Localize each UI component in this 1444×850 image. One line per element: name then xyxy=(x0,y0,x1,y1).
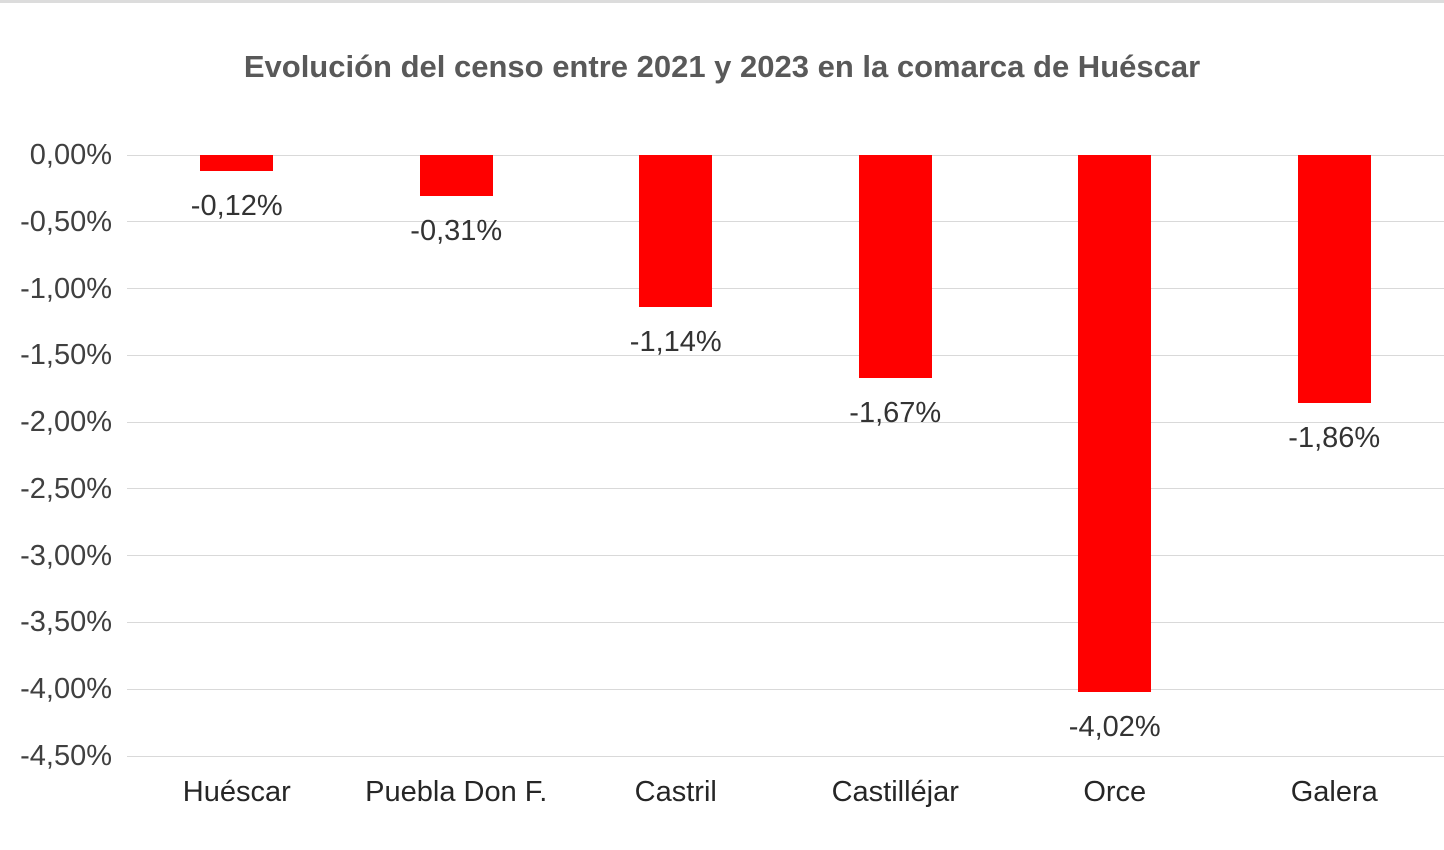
y-axis-tick-label: -2,50% xyxy=(20,472,112,505)
chart-title: Evolución del censo entre 2021 y 2023 en… xyxy=(243,49,1201,84)
bar-value-label: -1,86% xyxy=(1288,422,1381,455)
bar-value-label: -0,12% xyxy=(190,190,283,223)
bar-puebla-don-f- xyxy=(419,155,493,197)
gridline xyxy=(127,154,1444,156)
y-axis-tick-label: -0,50% xyxy=(20,205,112,238)
gridline xyxy=(127,221,1444,223)
y-axis-tick-label: -2,00% xyxy=(20,406,112,439)
category-label: Castril xyxy=(634,776,717,808)
category-label: Huéscar xyxy=(182,776,291,808)
gridline xyxy=(127,621,1444,623)
category-label: Galera xyxy=(1290,776,1378,808)
category-label: Orce xyxy=(1083,776,1147,808)
gridline xyxy=(127,755,1444,757)
gridline xyxy=(127,354,1444,356)
y-axis-tick-label: -4,50% xyxy=(20,740,112,772)
y-axis-tick-label: 0,00% xyxy=(29,139,112,171)
y-axis-tick-label: -4,00% xyxy=(20,673,112,706)
bar-value-label: -1,67% xyxy=(849,397,942,430)
y-axis-tick-label: -3,00% xyxy=(20,539,112,572)
bar-hu-scar xyxy=(200,155,274,172)
y-axis-tick-label: -1,50% xyxy=(20,339,112,372)
bar-castril xyxy=(639,155,713,308)
gridline xyxy=(127,288,1444,290)
bar-value-label: -4,02% xyxy=(1068,710,1161,743)
bar-castill-jar xyxy=(858,155,932,379)
gridline xyxy=(127,421,1444,423)
gridline xyxy=(127,688,1444,690)
bar-value-label: -1,14% xyxy=(629,326,722,359)
category-label: Puebla Don F. xyxy=(365,776,548,808)
gridline xyxy=(127,488,1444,490)
bar-orce xyxy=(1078,155,1152,692)
gridline xyxy=(127,555,1444,557)
y-axis-tick-label: -3,50% xyxy=(20,606,112,639)
bar-value-label: -0,31% xyxy=(410,215,503,248)
bar-galera xyxy=(1297,155,1371,404)
category-label: Castilléjar xyxy=(831,776,959,808)
y-axis-tick-label: -1,00% xyxy=(20,272,112,305)
